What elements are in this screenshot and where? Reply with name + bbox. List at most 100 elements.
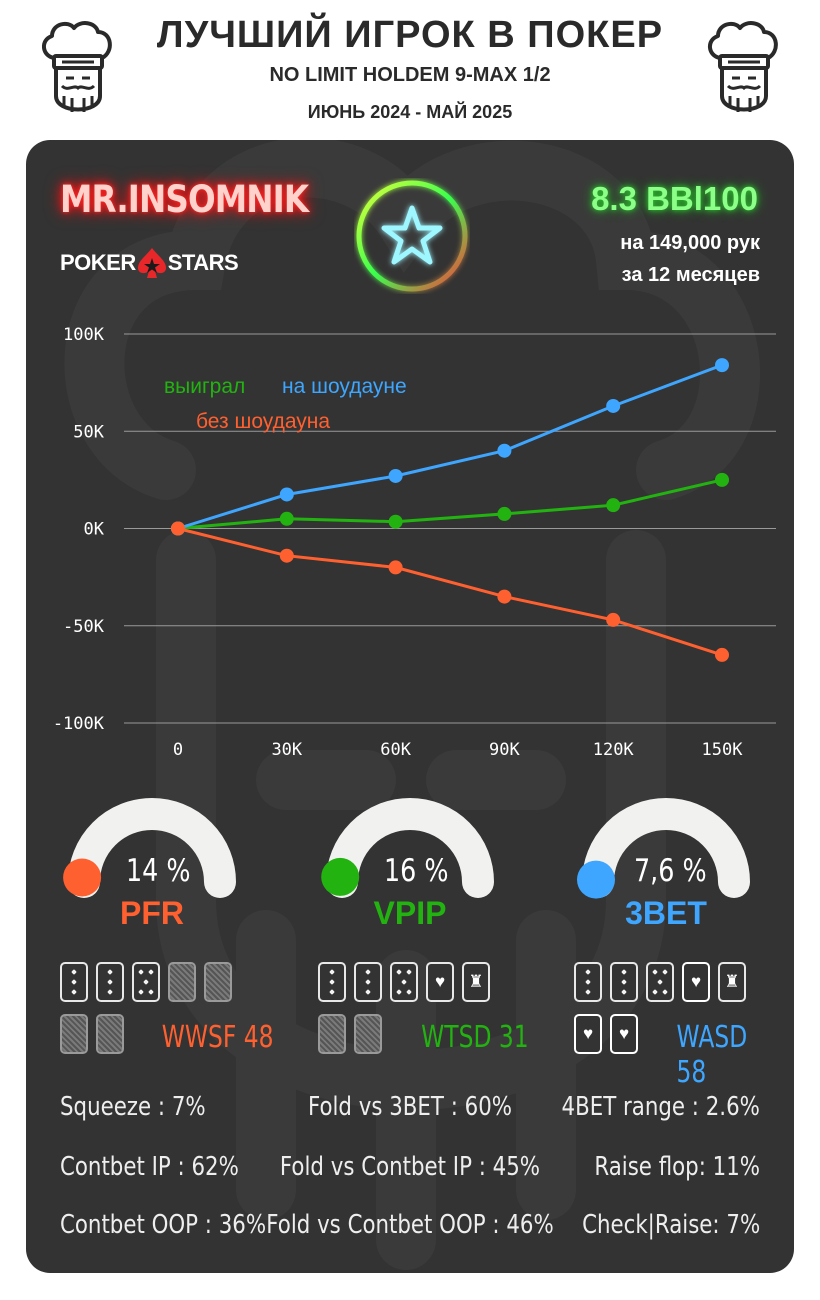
series-line-1 [177,363,723,530]
hands-played: на 149,000 рук [620,232,760,254]
stat-raise-flop: Raise flop: 11% [594,1152,760,1182]
vpip-value: 16 % [384,853,449,889]
card-heart-icon: ♥ [426,962,454,1002]
stat-squeeze: Squeeze : 7% [60,1092,206,1122]
winrate: 8.3 BBl100 [591,180,758,217]
3bet-gauge-dot [577,860,615,899]
card-crown-icon: ♜ [462,962,490,1002]
stat-4bet-range: 4BET range : 2.6% [561,1092,760,1122]
series-label-won: выиграл [164,375,245,398]
cards-row-pfr-2 [60,1014,124,1054]
stat-contbet-oop: Contbet OOP : 36% [60,1210,267,1240]
card-three-pips [610,962,638,1002]
x-tick-label: 90K [489,740,520,760]
vpip-gauge-dot [321,857,360,896]
y-tick-label: 0K [84,520,105,540]
card-heart-icon: ♥ [574,1014,602,1054]
data-point-0-2 [388,514,403,529]
y-tick-label: 100K [63,325,105,345]
card-five-pips [646,962,674,1002]
series-label-nonshowdown: без шоудауна [196,410,330,433]
data-point-0-4 [606,498,621,513]
data-point-0-5 [715,472,729,487]
card-back [168,962,196,1002]
period: ИЮНЬ 2024 - МАЙ 2025 [307,102,513,122]
series-label-showdown: на шоудауне [282,375,407,398]
3bet-gauge [577,798,750,899]
x-tick-label: 120K [593,740,635,760]
data-point-2-0 [171,521,185,536]
card-three-pips [354,962,382,1002]
card-crown-icon: ♜ [718,962,746,1002]
x-tick-label: 0 [173,740,183,760]
3bet-value: 7,6 % [634,853,707,889]
pfr-gauge [63,798,236,898]
card-heart-icon: ♥ [682,962,710,1002]
data-point-2-3 [497,589,512,604]
stat-fold-vs-3bet: Fold vs 3BET : 60% [307,1092,513,1122]
pfr-value: 14 % [126,853,191,889]
winnings-line-chart: 100K 50K 0K -50K -100K 0 30K 60K 90K 120K 150K вы… [53,325,776,760]
card-five-pips [132,962,160,1002]
card-back [96,1014,124,1054]
spade-star-icon [137,248,166,278]
x-tick-label: 30K [271,740,302,760]
data-point-0-1 [279,511,294,526]
months-played: за 12 месяцев [621,264,760,286]
card-three-pips [60,962,88,1002]
series-line-2 [177,527,723,657]
series-line-0 [177,478,723,530]
chef-icon-left [42,21,112,112]
card-back [318,1014,346,1054]
data-point-2-2 [388,560,403,575]
logo-text-poker: POKER [60,250,136,275]
pfr-label: PFR [120,895,184,931]
game-format: NO LIMIT HOLDEM 9-MAX 1/2 [269,64,551,86]
card-back [204,962,232,1002]
wtsd-stat: WTSD 31 [421,1020,529,1055]
pfr-gauge-dot [63,858,102,897]
data-point-0-3 [497,506,512,521]
logo-text-stars: STARS [167,250,239,275]
chef-icon-right [708,21,778,112]
card-three-pips [318,962,346,1002]
cards-row-3bet-2: ♥ ♥ [574,1014,638,1054]
card-back [60,1014,88,1054]
x-tick-label: 150K [702,740,744,760]
wwsf-stat: WWSF 48 [161,1020,274,1055]
data-point-1-3 [497,443,512,458]
cards-row-vpip-1: ♥ ♜ [318,962,490,1002]
x-tick-label: 60K [380,740,411,760]
stat-check-raise: Check|Raise: 7% [581,1210,760,1240]
card-back [354,1014,382,1054]
data-point-2-1 [279,548,294,563]
pokerstars-logo: POKER STARS [60,246,239,280]
page-title: ЛУЧШИЙ ИГРОК В ПОКЕР [156,14,664,56]
data-point-1-5 [715,358,729,373]
y-tick-label: 50K [73,422,104,442]
y-tick-label: -50K [63,617,105,637]
data-point-2-4 [606,612,621,627]
data-point-2-5 [715,647,729,662]
player-name: MR.INSOMNIK [60,178,309,221]
stat-fold-vs-contbet-oop: Fold vs Contbet OOP : 46% [266,1210,554,1240]
card-five-pips [390,962,418,1002]
3bet-label: 3BET [625,895,707,931]
stat-contbet-ip: Contbet IP : 62% [60,1152,239,1182]
neon-star-badge [356,180,468,292]
vpip-gauge [321,798,494,898]
wasd-stat: WASD 58 [676,1020,748,1090]
stats-panel: MR.INSOMNIK POKER STARS 8.3 BBl100 на 14… [26,140,794,1273]
card-three-pips [96,962,124,1002]
data-point-1-4 [606,398,621,413]
data-point-1-2 [388,468,403,483]
vpip-label: VPIP [373,895,447,931]
cards-row-3bet-1: ♥ ♜ [574,962,746,1002]
cards-row-vpip-2 [318,1014,382,1054]
card-heart-icon: ♥ [610,1014,638,1054]
card-three-pips [574,962,602,1002]
cards-row-pfr-1 [60,962,232,1002]
data-point-1-1 [279,487,294,502]
stat-fold-vs-contbet-ip: Fold vs Contbet IP : 45% [279,1152,541,1182]
y-tick-label: -100K [53,714,105,734]
